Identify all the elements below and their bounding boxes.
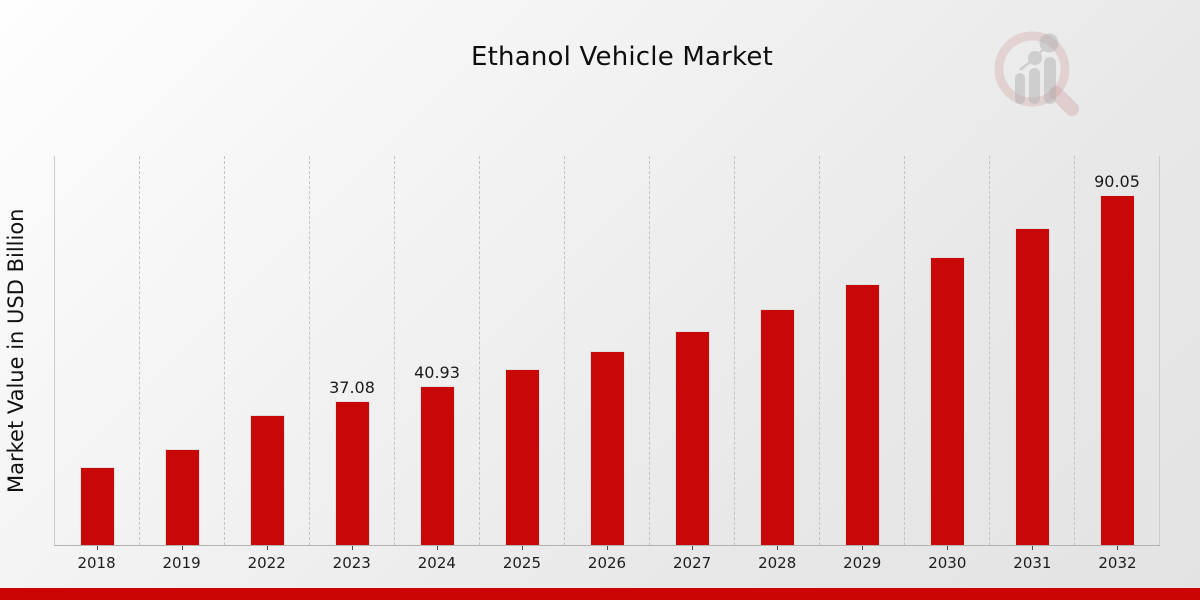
x-tick-label-2018: 2018 (54, 546, 139, 579)
bar-2027 (674, 331, 710, 545)
x-tick-mark (692, 546, 694, 550)
x-axis: 2018 2019 2022 2023 2024 2025 2026 2027 2028 2029… (54, 545, 1160, 579)
chart-title: Ethanol Vehicle Market (471, 42, 773, 72)
plot-band (564, 156, 649, 545)
bar-2031 (1014, 227, 1050, 545)
x-tick-label-2030: 2030 (905, 546, 990, 579)
x-tick-label-2023: 2023 (309, 546, 394, 579)
x-tick-mark (947, 546, 949, 550)
x-tick-label-2022: 2022 (224, 546, 309, 579)
plot-band (734, 156, 819, 545)
x-tick-label-2025: 2025 (479, 546, 564, 579)
value-label-2023: 37.08 (329, 377, 375, 397)
bar-2018 (79, 466, 115, 545)
value-label-2032: 90.05 (1094, 171, 1140, 191)
y-axis-label: Market Value in USD Billion (4, 208, 28, 493)
x-tick-label-2031: 2031 (990, 546, 1075, 579)
bar-2024 (419, 385, 455, 545)
bar-2029 (844, 284, 880, 545)
bar-2030 (929, 257, 965, 545)
bar-2023 (334, 400, 370, 545)
plot-band: 40.93 (394, 156, 479, 545)
x-tick-mark (96, 546, 98, 550)
bar-2028 (759, 308, 795, 545)
bottom-accent-bar (0, 588, 1200, 600)
x-tick-label-2024: 2024 (394, 546, 479, 579)
x-tick-mark (351, 546, 353, 550)
x-tick-mark (777, 546, 779, 550)
x-tick-mark (181, 546, 183, 550)
plot-area: 37.08 40.93 90.05 (54, 156, 1160, 545)
x-tick-label-2029: 2029 (820, 546, 905, 579)
plot-band (479, 156, 564, 545)
plot-band (819, 156, 904, 545)
x-tick-label-2026: 2026 (564, 546, 649, 579)
plot-band (224, 156, 309, 545)
x-tick-mark (266, 546, 268, 550)
plot-band (649, 156, 734, 545)
plot-band (139, 156, 224, 545)
plot-band (904, 156, 989, 545)
x-tick-mark (1032, 546, 1034, 550)
x-tick-mark (521, 546, 523, 550)
bar-2026 (589, 350, 625, 545)
plot-band (54, 156, 139, 545)
x-tick-label-2032: 2032 (1075, 546, 1160, 579)
x-tick-mark (607, 546, 608, 550)
x-tick-label-2027: 2027 (650, 546, 735, 579)
magnifier-barchart-logo-icon (994, 31, 1079, 116)
bar-2025 (504, 369, 540, 545)
x-tick-label-2019: 2019 (139, 546, 224, 579)
x-tick-mark (862, 546, 864, 550)
bar-2032 (1099, 194, 1135, 545)
bar-2022 (249, 414, 285, 545)
plot-band: 90.05 (1074, 156, 1160, 545)
x-tick-label-2028: 2028 (735, 546, 820, 579)
x-tick-mark (436, 546, 438, 550)
x-tick-mark (1117, 546, 1119, 550)
plot-band: 37.08 (309, 156, 394, 545)
value-label-2024: 40.93 (414, 362, 460, 382)
plot-band (989, 156, 1074, 545)
bar-2019 (164, 448, 200, 545)
